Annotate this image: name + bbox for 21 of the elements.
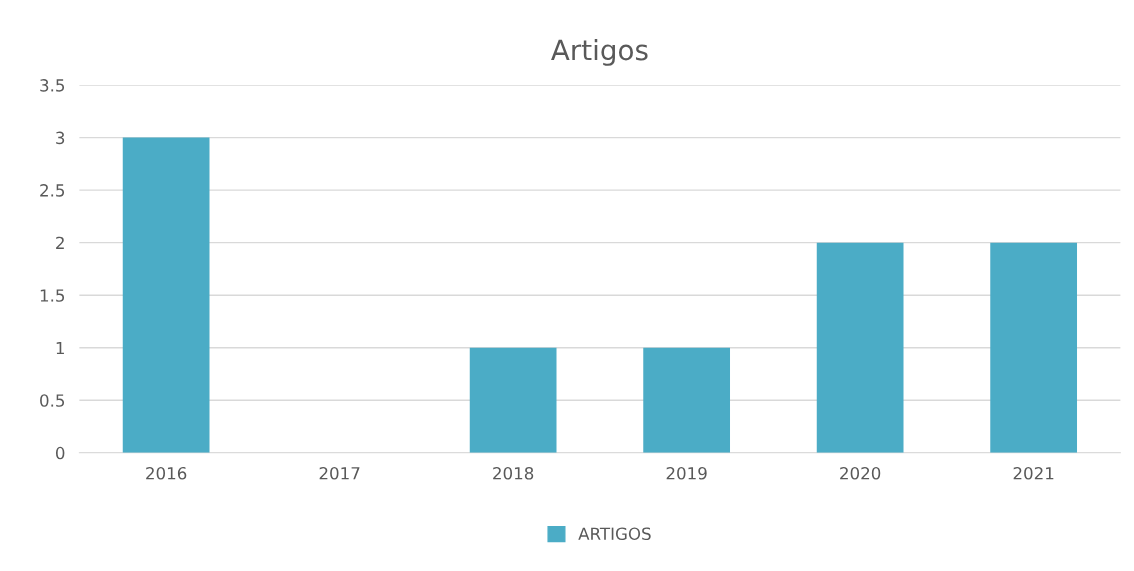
- y-tick-label: 2: [56, 236, 64, 250]
- y-tick-label: 2.5: [40, 184, 65, 197]
- x-tick-label: 2019: [666, 466, 707, 480]
- x-tick-label: 2018: [493, 466, 534, 480]
- y-tick-label: 3.5: [40, 79, 65, 92]
- bar: [469, 347, 557, 453]
- x-tick-label: 2017: [319, 466, 360, 480]
- y-tick-label: 3: [56, 131, 65, 145]
- bar: [816, 242, 904, 453]
- y-tick-label: 0.5: [40, 394, 65, 407]
- bar: [643, 347, 731, 453]
- chart-title: Artigos: [551, 38, 648, 66]
- y-tick-label: 1.5: [40, 289, 65, 302]
- bar: [990, 242, 1078, 453]
- legend-label: ARTIGOS: [578, 527, 651, 541]
- y-tick-label: 1: [56, 341, 64, 355]
- x-tick-label: 2016: [146, 466, 187, 480]
- x-tick-label: 2020: [840, 466, 881, 480]
- x-tick-label: 2021: [1013, 466, 1054, 480]
- y-tick-label: 0: [55, 446, 65, 460]
- bar: [122, 137, 210, 453]
